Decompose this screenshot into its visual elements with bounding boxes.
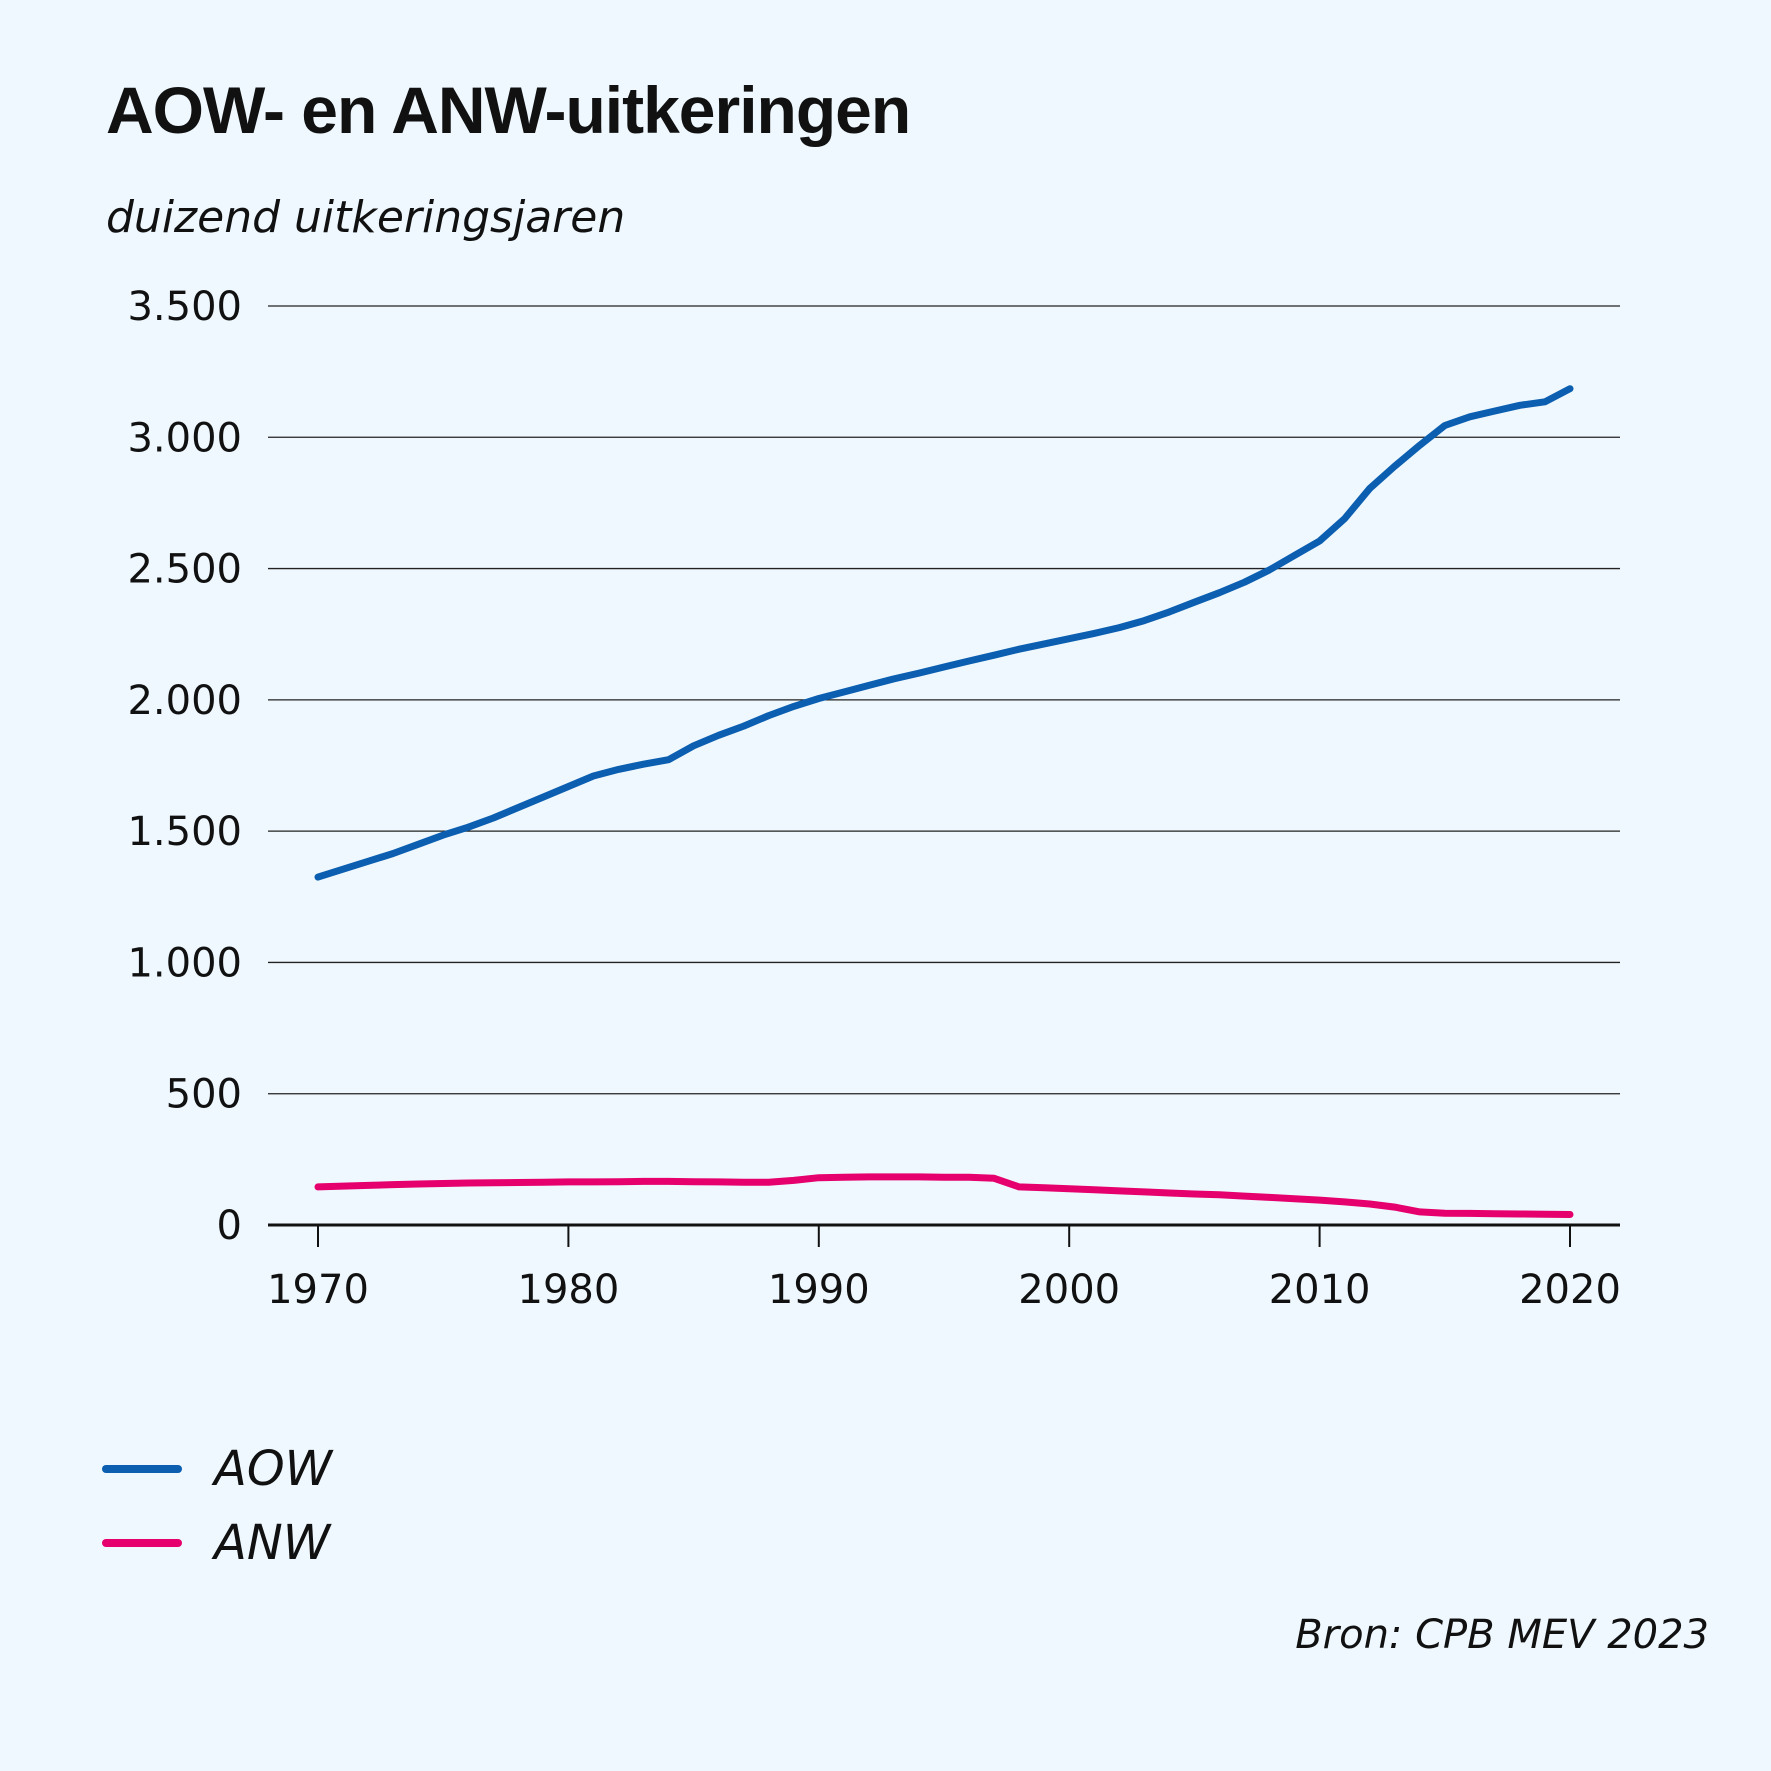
x-tick-label-1970: 1970 [267,1267,369,1313]
series-line-anw [314,1173,1574,1218]
legend-item-anw: ANW [102,1506,332,1580]
x-tick-label-2000: 2000 [1018,1267,1120,1313]
x-tick-label-2010: 2010 [1269,1267,1371,1313]
legend: AOW ANW [102,1432,332,1580]
source-note: Bron: CPB MEV 2023 [1295,1612,1709,1658]
x-tick-label-1990: 1990 [768,1267,870,1313]
x-tick-label-2020: 2020 [1519,1267,1621,1313]
y-tick-label-2500: 2.500 [127,547,242,593]
y-tick-label-1000: 1.000 [127,940,242,986]
chart-subtitle: duizend uitkeringsjaren [106,192,626,243]
y-tick-label-2000: 2.000 [127,678,242,724]
x-tick-label-1980: 1980 [518,1267,620,1313]
legend-swatch-aow [102,1465,182,1473]
y-tick-label-1500: 1.500 [127,809,242,855]
legend-label-aow: AOW [214,1441,333,1497]
series-line-aow [314,385,1574,881]
y-tick-label-3000: 3.000 [127,415,242,461]
y-tick-label-3500: 3.500 [127,284,242,330]
legend-item-aow: AOW [102,1432,332,1506]
legend-swatch-anw [102,1539,182,1547]
y-tick-label-500: 500 [166,1072,242,1118]
chart-title: AOW- en ANW-uitkeringen [106,73,911,147]
y-tick-label-0: 0 [217,1203,242,1249]
legend-label-anw: ANW [214,1515,331,1571]
